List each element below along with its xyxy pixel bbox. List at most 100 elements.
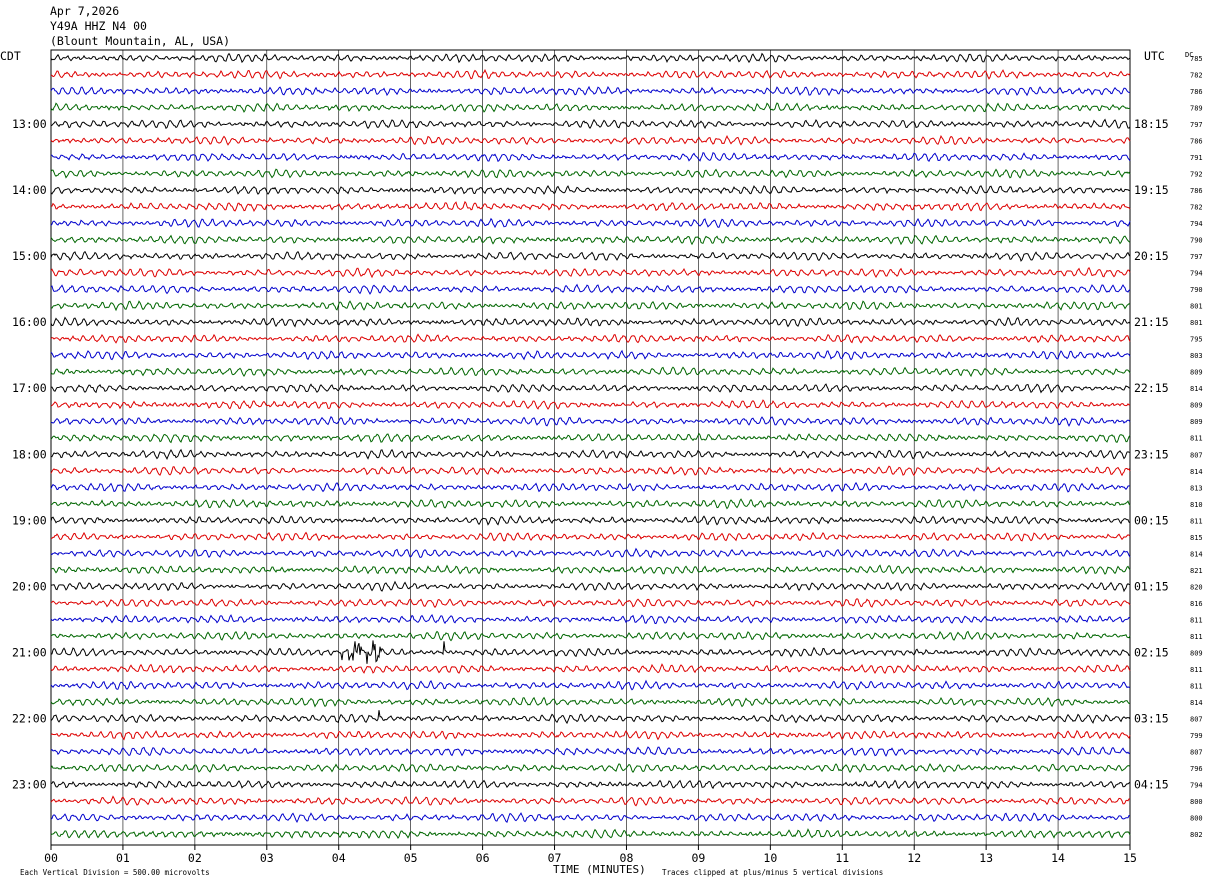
left-hour-label: 22:00	[12, 711, 47, 725]
right-hour-label: 21:15	[1134, 315, 1169, 329]
dc-offset-label: 782	[1190, 204, 1203, 212]
dc-offset-label: 811	[1190, 517, 1203, 525]
dc-offset-label: 790	[1190, 237, 1203, 245]
dc-offset-label: 811	[1190, 682, 1203, 690]
seismic-trace	[50, 168, 1131, 179]
dc-offset-label: 813	[1190, 484, 1203, 492]
seismic-trace	[50, 640, 1131, 664]
seismic-trace	[50, 184, 1131, 195]
x-tick-label: 02	[188, 851, 202, 865]
grid	[50, 49, 1131, 850]
seismic-trace	[50, 349, 1131, 361]
dc-offset-label: 794	[1190, 270, 1203, 278]
left-hour-label: 19:00	[12, 513, 47, 527]
left-hour-label: 17:00	[12, 381, 47, 395]
seismic-trace	[50, 598, 1131, 609]
dc-offset-label: 809	[1190, 369, 1203, 377]
dc-offset-label: 800	[1190, 814, 1203, 822]
seismic-trace	[50, 746, 1131, 757]
dc-offset-label: 821	[1190, 567, 1203, 575]
right-hour-label: 18:15	[1134, 117, 1169, 131]
dc-offset-label: 809	[1190, 649, 1203, 657]
seismic-trace	[50, 118, 1131, 130]
dc-offset-label: 815	[1190, 534, 1203, 542]
seismic-trace	[50, 696, 1131, 708]
left-hour-label: 23:00	[12, 777, 47, 791]
seismic-trace	[50, 812, 1131, 824]
x-tick-label: 07	[548, 851, 562, 865]
seismic-trace	[50, 316, 1131, 328]
dc-offset-label: 799	[1190, 732, 1203, 740]
plot-frame	[50, 49, 1131, 846]
dc-offset-label: 809	[1190, 418, 1203, 426]
x-tick-label: 08	[620, 851, 634, 865]
x-tick-label: 15	[1123, 851, 1137, 865]
seismic-trace	[50, 580, 1131, 593]
seismic-trace	[50, 333, 1131, 344]
dc-offset-label: 807	[1190, 451, 1203, 459]
dc-offset-label: 800	[1190, 798, 1203, 806]
x-tick-label: 10	[763, 851, 777, 865]
x-tick-label: 12	[907, 851, 921, 865]
seismic-trace	[50, 383, 1131, 394]
seismic-trace	[50, 630, 1131, 642]
dc-offset-label: 803	[1190, 352, 1203, 360]
dc-offset-label: 814	[1190, 550, 1203, 558]
seismic-trace	[50, 828, 1131, 839]
x-tick-label: 04	[332, 851, 346, 865]
x-tick-label: 03	[260, 851, 274, 865]
right-hour-label: 23:15	[1134, 447, 1169, 461]
plot-header: Apr 7,2026 Y49A HHZ N4 00 (Blount Mounta…	[50, 4, 230, 49]
dc-offset-label: 811	[1190, 616, 1203, 624]
seismic-trace	[50, 729, 1131, 741]
right-hour-label: 19:15	[1134, 183, 1169, 197]
dc-offset-label: 785	[1190, 55, 1203, 63]
x-tick-label: 11	[835, 851, 849, 865]
dc-offset-label: 797	[1190, 121, 1203, 129]
seismic-trace	[50, 679, 1131, 691]
left-hour-label: 14:00	[12, 183, 47, 197]
dc-offset-label: 786	[1190, 88, 1203, 96]
seismic-trace	[50, 515, 1131, 526]
dc-offset-label: 796	[1190, 765, 1203, 773]
seismic-trace	[50, 152, 1131, 163]
seismic-trace	[50, 795, 1131, 807]
dc-offset-label: 801	[1190, 319, 1203, 327]
seismic-trace	[50, 68, 1131, 80]
seismic-trace	[50, 710, 1131, 725]
seismic-trace	[50, 481, 1131, 493]
dc-offset-label: 794	[1190, 220, 1203, 228]
x-tick-label: 01	[116, 851, 130, 865]
right-hour-label: 22:15	[1134, 381, 1169, 395]
seismic-trace	[50, 200, 1131, 212]
seismic-trace	[50, 763, 1131, 774]
seismic-trace	[50, 234, 1131, 246]
x-tick-label: 00	[44, 851, 58, 865]
x-tick-label: 05	[404, 851, 418, 865]
seismic-trace	[50, 283, 1131, 295]
dc-offset-label: 816	[1190, 600, 1203, 608]
dc-offset-label: 814	[1190, 385, 1203, 393]
dc-offset-label: 811	[1190, 666, 1203, 674]
dc-offset-label: 802	[1190, 831, 1203, 839]
dc-offset-label: 811	[1190, 633, 1203, 641]
right-hour-label: 03:15	[1134, 711, 1169, 725]
location-label: (Blount Mountain, AL, USA)	[50, 34, 231, 48]
left-hour-label: 21:00	[12, 645, 47, 659]
x-tick-label: 13	[979, 851, 993, 865]
seismic-trace	[50, 663, 1131, 675]
seismic-trace	[50, 432, 1131, 444]
dc-offset-label: 782	[1190, 72, 1203, 80]
vertical-division-note: Each Vertical Division = 500.00 microvol…	[20, 868, 210, 877]
left-hour-label: 20:00	[12, 579, 47, 593]
dc-offset-label: 795	[1190, 336, 1203, 344]
dc-offset-label: 814	[1190, 699, 1203, 707]
seismic-trace	[50, 102, 1131, 113]
seismic-trace	[50, 531, 1131, 542]
dc-offset-label: 786	[1190, 187, 1203, 195]
dc-offset-label: 791	[1190, 154, 1203, 162]
left-hour-label: 15:00	[12, 249, 47, 263]
x-axis-title: TIME (MINUTES)	[553, 863, 646, 876]
clip-note: Traces clipped at plus/minus 5 vertical …	[662, 868, 883, 877]
